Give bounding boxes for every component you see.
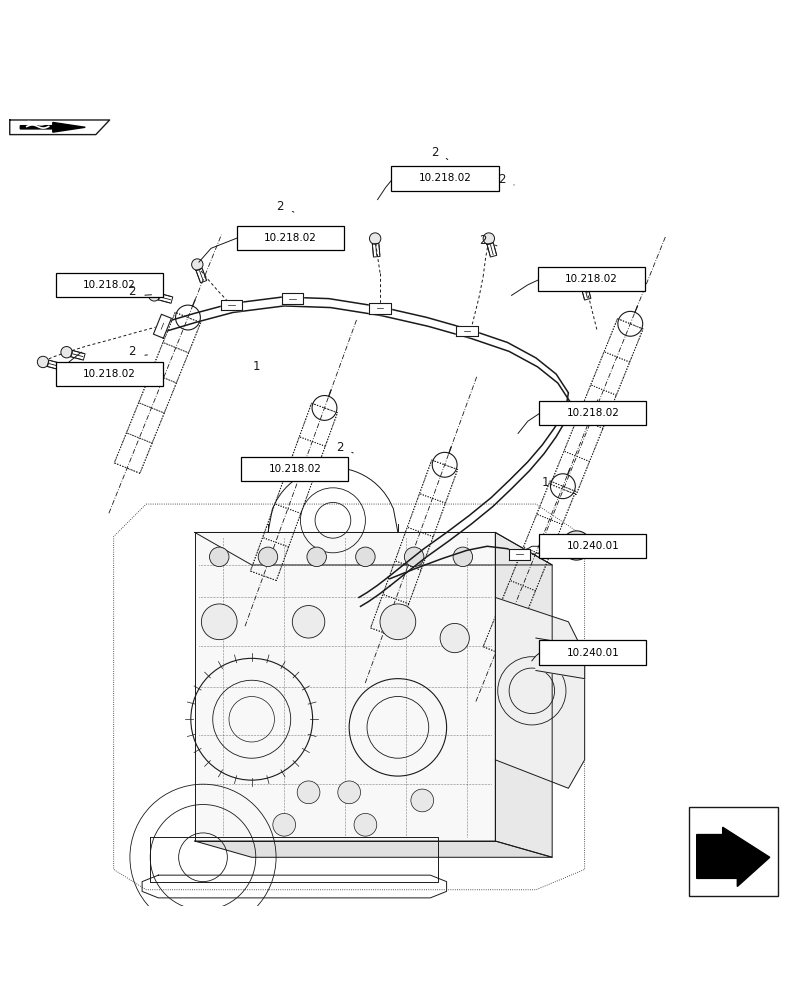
Circle shape [337, 781, 360, 804]
Bar [688, 807, 777, 896]
Bar [241, 457, 348, 481]
Circle shape [369, 233, 380, 244]
Circle shape [148, 290, 160, 301]
Polygon shape [195, 532, 495, 841]
Text: 1: 1 [541, 476, 549, 489]
Bar [539, 401, 646, 425]
Polygon shape [495, 532, 551, 857]
Text: 2: 2 [430, 146, 438, 159]
Circle shape [410, 789, 433, 812]
Circle shape [292, 606, 324, 638]
Text: 10.218.02: 10.218.02 [83, 369, 136, 379]
Polygon shape [20, 122, 85, 132]
Text: 2: 2 [128, 285, 136, 298]
Circle shape [577, 276, 588, 287]
Polygon shape [195, 532, 551, 565]
Circle shape [483, 233, 494, 244]
Circle shape [440, 623, 469, 653]
Text: 2: 2 [128, 345, 136, 358]
Circle shape [355, 547, 375, 567]
Text: 10.240.01: 10.240.01 [566, 648, 618, 658]
Circle shape [354, 813, 376, 836]
Circle shape [453, 547, 472, 567]
Bar [56, 362, 163, 386]
Circle shape [37, 356, 49, 368]
Polygon shape [369, 303, 390, 314]
Polygon shape [221, 300, 242, 310]
Text: 10.218.02: 10.218.02 [264, 233, 317, 243]
Polygon shape [456, 326, 477, 336]
Bar [56, 273, 163, 297]
Text: 2: 2 [335, 441, 343, 454]
Circle shape [201, 604, 237, 640]
Bar [537, 267, 644, 291]
Polygon shape [495, 597, 584, 788]
Text: 10.218.02: 10.218.02 [418, 173, 471, 183]
Text: 10.218.02: 10.218.02 [564, 274, 617, 284]
Text: 1: 1 [252, 360, 260, 373]
Text: 2: 2 [276, 200, 284, 213]
Polygon shape [153, 314, 171, 338]
Bar [237, 226, 344, 250]
Circle shape [191, 259, 203, 270]
Bar [391, 166, 498, 191]
Circle shape [404, 547, 423, 567]
Circle shape [380, 604, 415, 640]
Circle shape [209, 547, 229, 567]
Polygon shape [696, 827, 769, 887]
Text: 2: 2 [478, 234, 487, 247]
Text: 10.218.02: 10.218.02 [565, 408, 619, 418]
Text: 10.218.02: 10.218.02 [268, 464, 321, 474]
Text: 10.240.01: 10.240.01 [566, 541, 618, 551]
Bar [539, 640, 646, 665]
Bar [539, 534, 646, 558]
Circle shape [272, 813, 295, 836]
Circle shape [297, 781, 320, 804]
Polygon shape [508, 549, 530, 560]
Text: 10.218.02: 10.218.02 [83, 280, 136, 290]
Circle shape [561, 531, 590, 560]
Circle shape [258, 547, 277, 567]
Circle shape [307, 547, 326, 567]
Polygon shape [281, 293, 303, 304]
Polygon shape [195, 841, 551, 857]
Polygon shape [10, 120, 109, 135]
Text: 2: 2 [497, 173, 505, 186]
Polygon shape [535, 638, 584, 679]
Circle shape [61, 347, 72, 358]
